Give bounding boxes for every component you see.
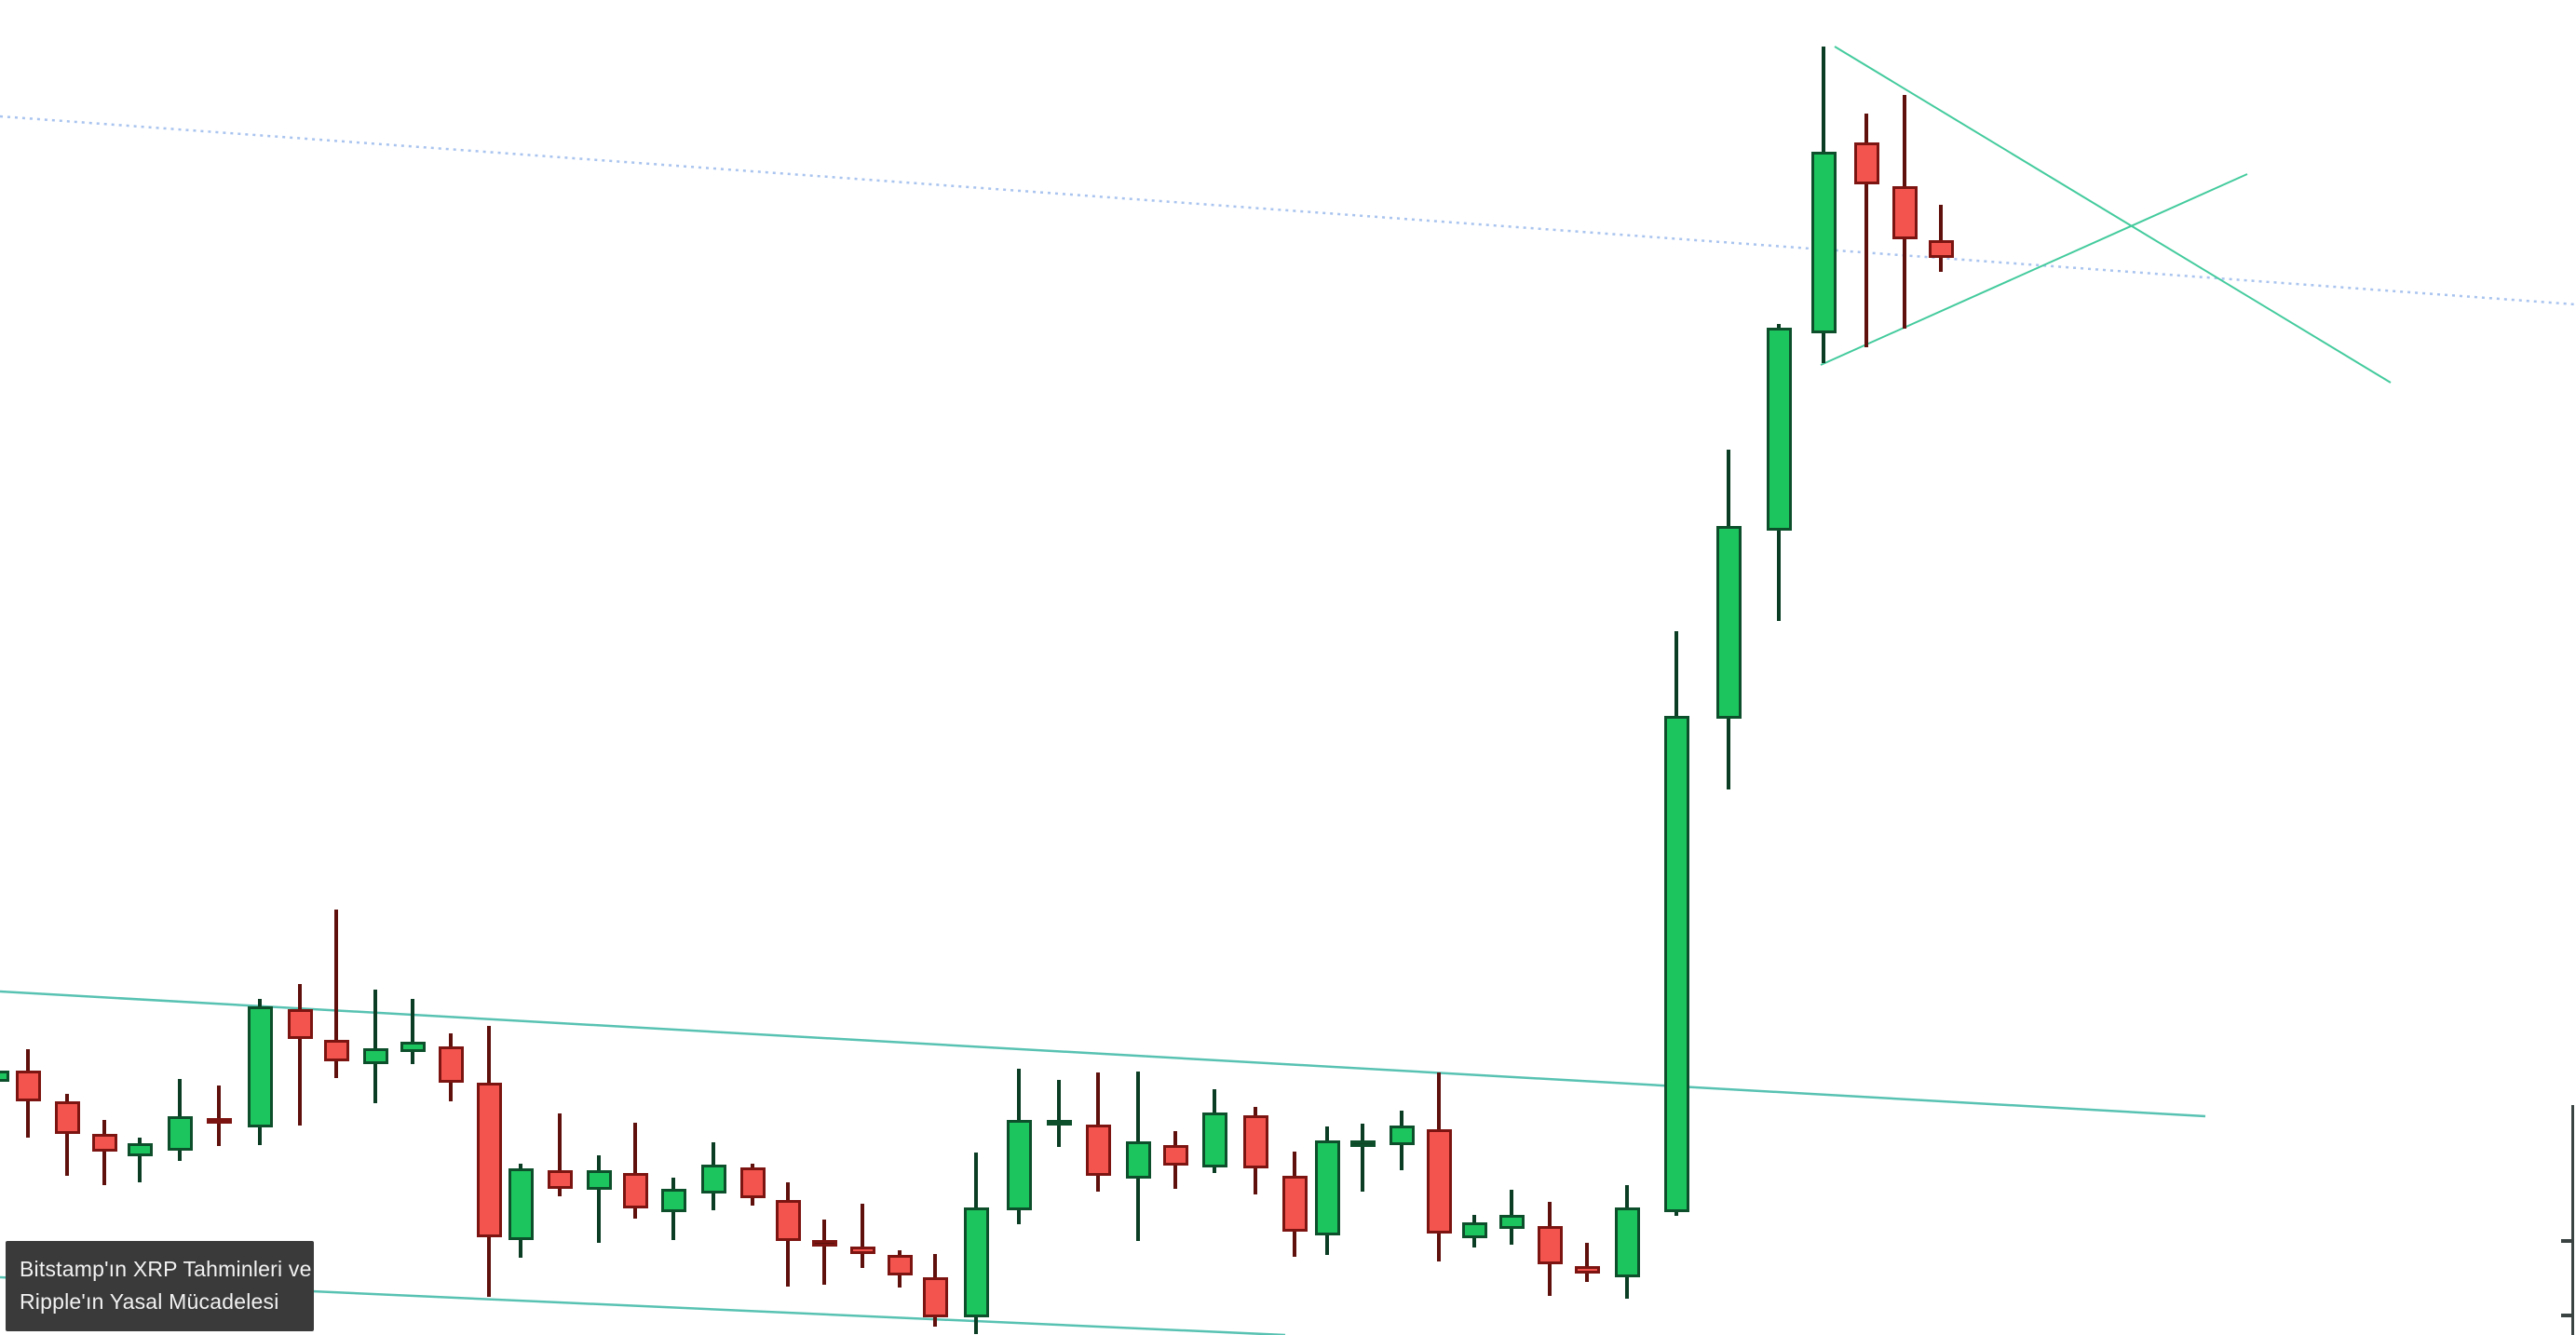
candle-body-up [660, 1189, 686, 1212]
candle-body-up [1314, 1140, 1340, 1235]
candle-wick-down [633, 1123, 637, 1219]
candle-body-up [1810, 152, 1837, 333]
candle-wick-up [411, 999, 414, 1064]
candle-wick-down [102, 1120, 106, 1185]
candle-wick-down [217, 1086, 221, 1146]
candle-body-up [362, 1048, 388, 1064]
candle-body-up [1125, 1141, 1151, 1179]
candle-body-up [1006, 1120, 1032, 1210]
candle-body-up [1766, 328, 1792, 531]
candle-wick-up [138, 1138, 142, 1182]
edge-candle-wick [2571, 1105, 2574, 1335]
candle-wick-down [861, 1204, 864, 1268]
candle-body-down [1891, 186, 1918, 239]
candle-body-down [849, 1247, 875, 1254]
candle-body-down [476, 1083, 502, 1237]
candle-body-down [91, 1134, 117, 1152]
candle-body-up [1461, 1222, 1487, 1238]
channel-upper-line [0, 990, 2206, 1118]
news-tooltip: Bitstamp'ın XRP Tahminleri ve Ripple'ın … [6, 1241, 314, 1331]
candle-body-down [206, 1118, 232, 1124]
candle-body-down [1242, 1115, 1268, 1168]
candle-wick-down [65, 1094, 69, 1176]
candle-body-down [775, 1200, 801, 1241]
candle-wick-down [822, 1220, 826, 1285]
pennant-lower-line [1820, 173, 2248, 366]
candle-body-down [1928, 240, 1954, 258]
candle-body-down [887, 1255, 913, 1275]
candle-body-down [1162, 1145, 1188, 1166]
candle-body-up [400, 1042, 426, 1052]
candle-body-up [127, 1143, 153, 1156]
candle-body-down [922, 1277, 948, 1317]
candle-body-down [1574, 1266, 1600, 1274]
dashed-resistance-line [0, 115, 2576, 306]
candle-body-up [1201, 1112, 1227, 1167]
pennant-upper-line [1834, 46, 2392, 384]
candle-body-up [1715, 526, 1742, 719]
candle-body-down [1537, 1226, 1563, 1264]
edge-candle-tick [2561, 1239, 2574, 1243]
candle-body-up [247, 1006, 273, 1127]
candle-body-down [287, 1009, 313, 1039]
candle-wick-down [334, 910, 338, 1078]
candle-body-down [622, 1173, 648, 1208]
candle-wick-down [558, 1113, 562, 1196]
candle-wick-down [1864, 114, 1868, 347]
candle-body-up [1614, 1207, 1640, 1277]
news-tooltip-line1: Bitstamp'ın XRP Tahminleri ve [20, 1257, 312, 1281]
candle-wick-down [298, 984, 302, 1126]
candle-wick-down [1585, 1243, 1589, 1282]
candle-body-down [1426, 1129, 1452, 1234]
candle-body-down [323, 1040, 349, 1061]
candle-body-up [963, 1207, 989, 1317]
candle-wick-up [1057, 1080, 1061, 1147]
candle-body-up [1389, 1126, 1415, 1145]
candle-body-up-doji [1046, 1120, 1072, 1126]
candle-wick-down [1939, 205, 1943, 272]
candle-body-up [700, 1165, 726, 1193]
candle-body-down-doji [811, 1240, 837, 1247]
candle-body-down [438, 1046, 464, 1083]
candle-body-down [739, 1167, 766, 1198]
candle-body-up [1498, 1215, 1525, 1229]
candle-body-up [0, 1071, 9, 1082]
candle-body-down [1281, 1176, 1308, 1232]
candle-wick-up [597, 1155, 601, 1243]
candle-body-up [508, 1168, 534, 1240]
candle-body-up [1663, 716, 1689, 1212]
candle-body-up [167, 1116, 193, 1151]
candle-body-down [54, 1101, 80, 1134]
edge-candle-tick [2561, 1314, 2574, 1317]
candle-body-down [1853, 142, 1879, 184]
candle-body-up-doji [1349, 1140, 1376, 1147]
candle-body-up [586, 1170, 612, 1190]
candle-body-down [547, 1170, 573, 1189]
candle-wick-up [1361, 1124, 1364, 1192]
candle-body-down [1085, 1125, 1111, 1176]
candle-body-down [15, 1071, 41, 1101]
candle-wick-up [373, 990, 377, 1103]
news-tooltip-line2: Ripple'ın Yasal Mücadelesi [20, 1289, 279, 1314]
